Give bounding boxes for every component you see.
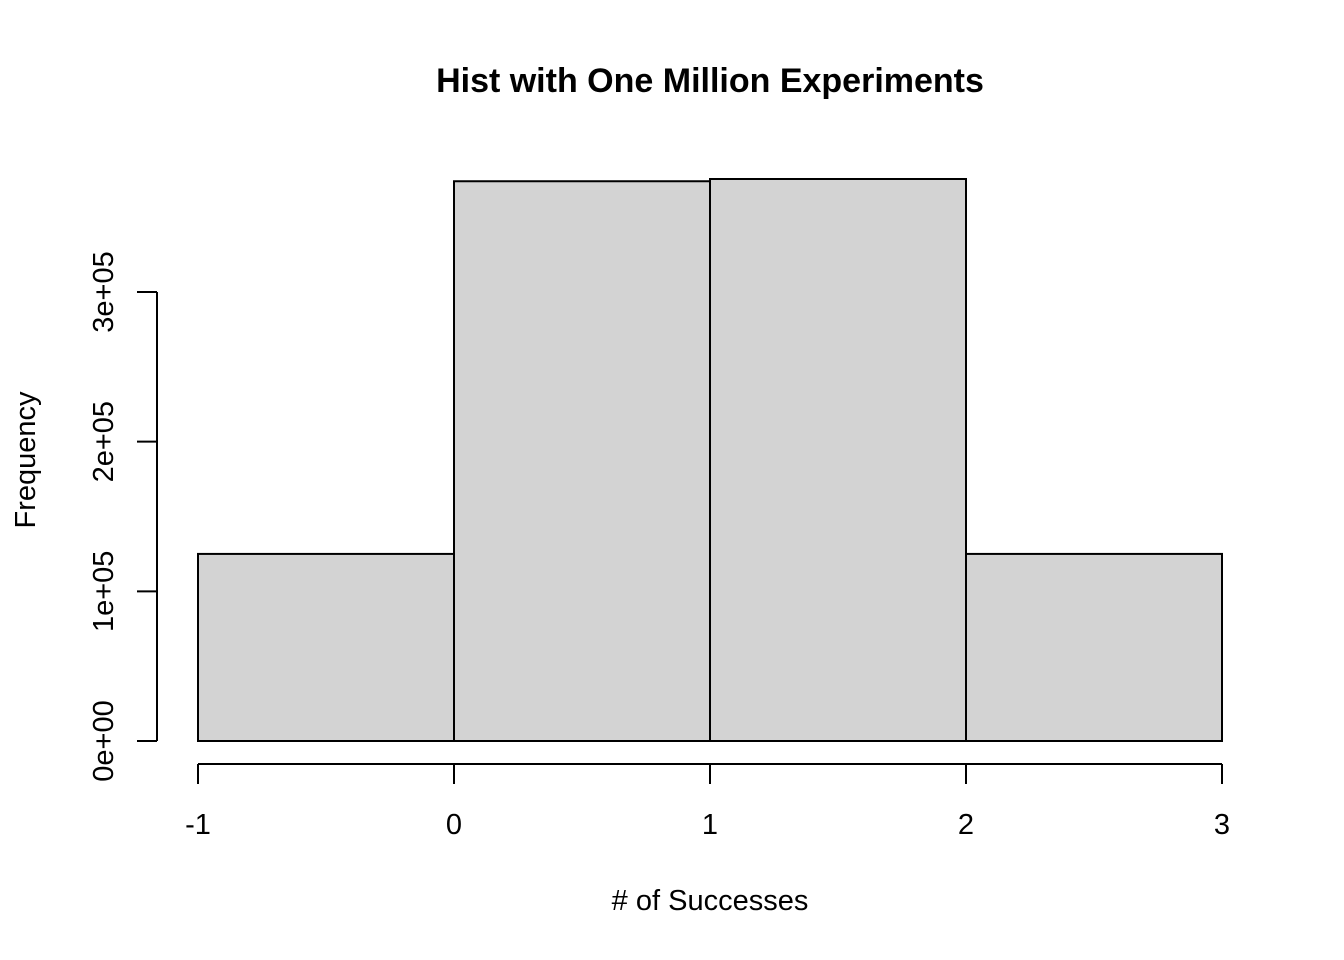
x-tick-label: 0 <box>446 809 462 841</box>
histogram-bar-2 <box>709 178 967 742</box>
x-tick-label: -1 <box>185 809 211 841</box>
y-tick-label: 2e+05 <box>88 401 120 482</box>
x-axis: -1 0 1 2 3 <box>185 763 1230 841</box>
histogram-bar-1 <box>453 180 711 743</box>
y-tick-label: 0e+00 <box>88 700 120 781</box>
bars-group <box>197 178 1223 743</box>
x-axis-label: # of Successes <box>612 885 809 917</box>
chart-title: Hist with One Million Experiments <box>436 62 984 100</box>
histogram-bar-0 <box>197 552 455 743</box>
x-tick-label: 3 <box>1214 809 1230 841</box>
histogram-bar-3 <box>965 552 1223 743</box>
x-tick-label: 1 <box>702 809 718 841</box>
y-tick-label: 1e+05 <box>88 551 120 632</box>
y-axis-label: Frequency <box>10 391 42 529</box>
y-tick-label: 3e+05 <box>88 251 120 332</box>
y-axis: 0e+00 1e+05 2e+05 3e+05 <box>88 251 158 782</box>
x-tick-label: 2 <box>958 809 974 841</box>
